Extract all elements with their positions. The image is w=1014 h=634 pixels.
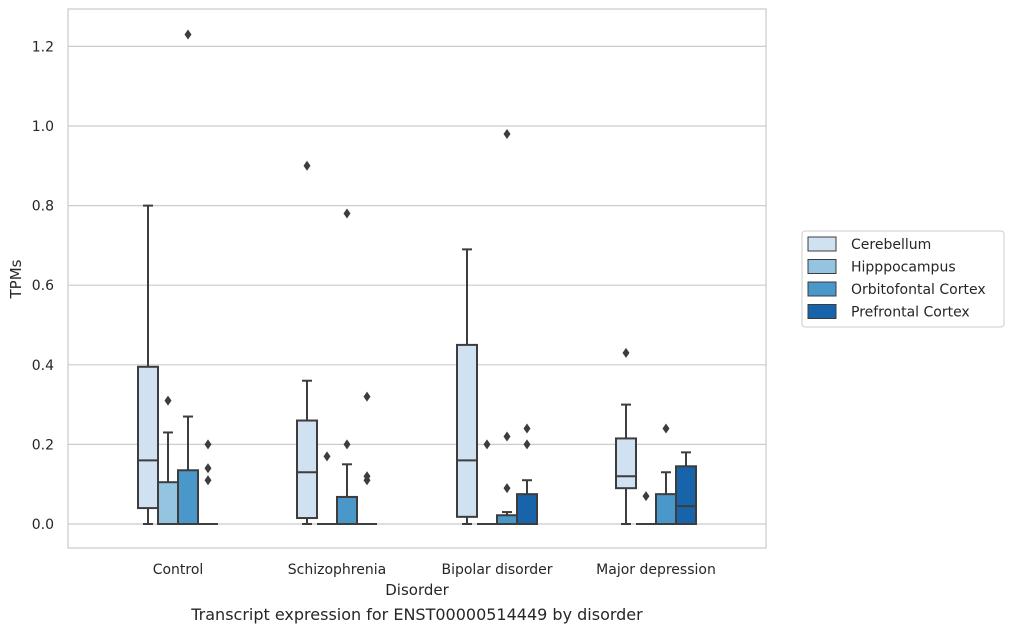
y-tick-label: 1.0 — [32, 119, 54, 135]
outlier-point — [503, 483, 511, 494]
y-tick-label: 0.2 — [32, 437, 54, 453]
x-axis-label: Disorder — [385, 581, 449, 599]
outlier-point — [303, 160, 311, 171]
box — [655, 493, 677, 525]
box-group — [198, 439, 218, 525]
legend-label: Hipppocampus — [851, 260, 956, 276]
outlier-point — [642, 491, 650, 502]
box-group — [336, 208, 358, 526]
outlier-point — [523, 439, 531, 450]
y-tick-label: 0.8 — [32, 199, 54, 215]
box — [336, 495, 358, 526]
legend-swatch — [807, 259, 837, 274]
outlier-point — [164, 395, 172, 406]
y-tick-label: 0.6 — [32, 278, 54, 294]
box-group — [456, 248, 478, 525]
x-tick-label: Major depression — [596, 562, 716, 578]
outlier-point — [363, 391, 371, 402]
x-tick-label: Control — [153, 562, 204, 578]
box — [516, 493, 538, 525]
outlier-point — [363, 471, 371, 482]
y-tick-label: 0.0 — [32, 517, 54, 533]
outlier-point — [662, 423, 670, 434]
box — [137, 365, 159, 510]
legend-swatch — [807, 281, 837, 297]
box — [177, 469, 199, 525]
x-tick-label: Bipolar disorder — [441, 562, 552, 578]
outlier-point — [483, 439, 491, 450]
plot-frame — [67, 8, 767, 549]
box-group — [636, 491, 656, 525]
legend-swatch — [807, 236, 837, 252]
outlier-point — [343, 208, 351, 219]
outlier-point — [523, 423, 531, 434]
box-group — [317, 451, 337, 525]
box-group — [516, 423, 538, 525]
x-tick-label: Schizophrenia — [288, 562, 386, 578]
box-group — [675, 451, 697, 526]
outlier-point — [622, 347, 630, 358]
grid-lines — [68, 45, 766, 525]
box — [675, 465, 697, 526]
outlier-point — [503, 128, 511, 139]
y-tick-label: 1.2 — [32, 39, 54, 55]
box-group — [357, 391, 377, 525]
box — [157, 481, 179, 525]
box-group — [655, 423, 677, 525]
legend-label: Cerebellum — [851, 237, 931, 253]
figure-caption: Transcript expression for ENST0000051444… — [191, 605, 643, 624]
boxes — [137, 29, 697, 526]
box-group — [296, 160, 318, 525]
box-group — [157, 395, 179, 525]
box-group — [477, 439, 497, 525]
box-group — [615, 347, 637, 525]
legend-swatch — [807, 304, 837, 319]
y-axis-label: TPMs — [7, 259, 25, 299]
outlier-point — [503, 431, 511, 442]
x-tick-labels: Control Schizophrenia Bipolar disorder Majo… — [153, 562, 716, 578]
y-tick-label: 0.4 — [32, 358, 54, 374]
outlier-point — [323, 451, 331, 462]
outlier-point — [184, 29, 192, 40]
box-group — [177, 29, 199, 525]
legend: Cerebellum Hipppocampus Orbitofontal Corte… — [801, 230, 1005, 328]
box — [456, 343, 478, 518]
box-group — [137, 204, 159, 525]
box — [496, 514, 518, 526]
legend-frame — [801, 230, 1005, 328]
outlier-point — [204, 439, 212, 450]
box — [296, 419, 318, 520]
outlier-point — [343, 439, 351, 450]
box-group — [496, 128, 518, 526]
y-tick-labels: 0.0 0.2 0.4 0.6 0.8 1.0 1.2 — [32, 39, 54, 533]
legend-label: Prefrontal Cortex — [851, 305, 970, 321]
outlier-point — [204, 463, 212, 474]
outlier-point — [204, 475, 212, 486]
legend-label: Orbitofontal Cortex — [851, 282, 986, 298]
box — [615, 437, 637, 490]
